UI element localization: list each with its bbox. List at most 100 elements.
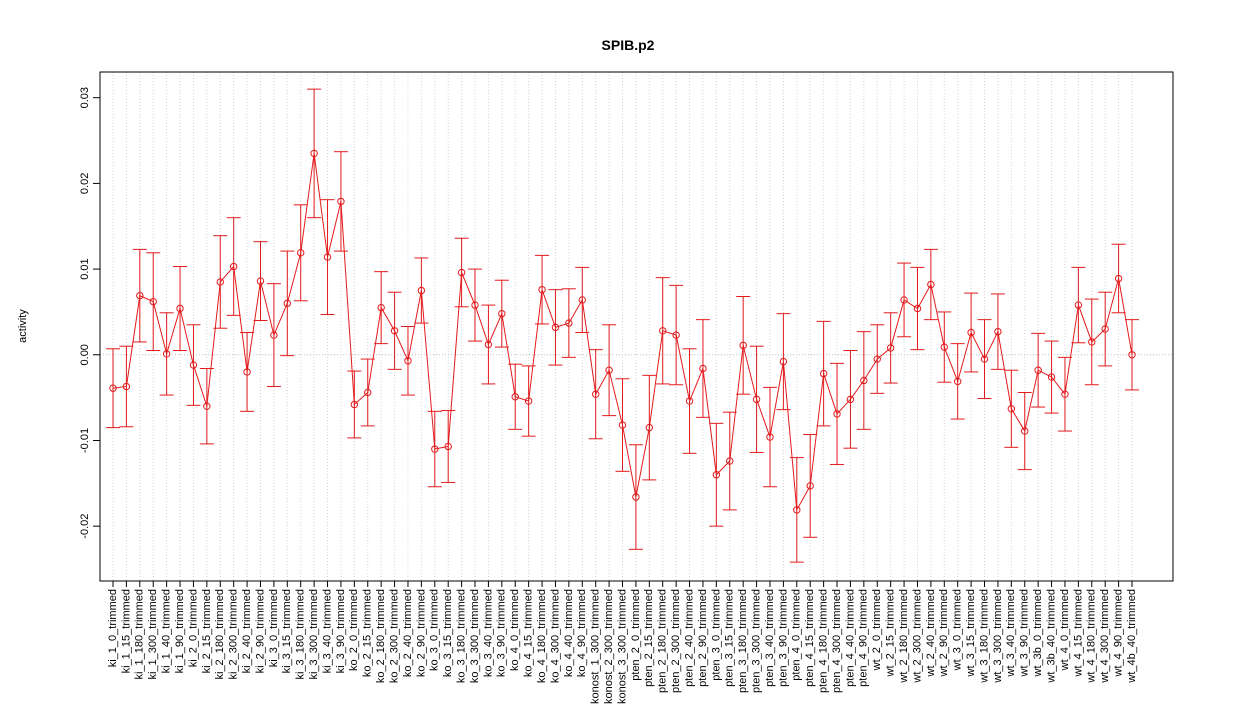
error-bar	[1017, 391, 1032, 471]
error-bar	[266, 283, 281, 387]
error-bar	[240, 331, 255, 412]
x-tick-label: pten_2_40_trimmed	[683, 589, 695, 687]
data-point	[122, 382, 131, 391]
error-bar	[307, 88, 322, 219]
data-point	[980, 355, 989, 363]
x-tick-label: ko_4_15_trimmed	[523, 589, 535, 677]
x-tick-label: ko_2_0_trimmed	[348, 589, 360, 671]
error-bar	[213, 235, 228, 329]
x-tick-label: ko_3_300_trimmed	[469, 589, 481, 683]
x-tick-label: pten_4_90_trimmed	[858, 589, 870, 687]
x-tick-label: ko_3_90_trimmed	[496, 589, 508, 677]
x-tick-label: ki_1_0_trimmed	[107, 589, 119, 667]
x-tick-label: pten_2_300_trimmed	[670, 589, 682, 693]
error-bar	[561, 288, 576, 358]
error-bar	[977, 319, 992, 399]
y-tick-label: -0.02	[79, 514, 91, 539]
x-tick-label: pten_3_90_trimmed	[777, 589, 789, 687]
error-bar	[602, 324, 617, 417]
error-bar	[548, 289, 563, 366]
error-bar	[830, 362, 845, 465]
x-tick-label: wt_4_300_trimmed	[1099, 589, 1111, 684]
data-point	[739, 341, 747, 350]
error-bar	[146, 252, 161, 351]
error-bar	[347, 370, 362, 439]
error-bar	[333, 151, 348, 252]
data-point	[886, 344, 895, 352]
error-bar	[870, 324, 885, 394]
error-bar	[387, 291, 402, 370]
error-bar	[1084, 298, 1099, 386]
data-point	[1047, 373, 1056, 381]
error-bar	[441, 409, 456, 483]
x-tick-label: wt_3_180_trimmed	[978, 589, 990, 684]
x-tick-label: pten_4_0_trimmed	[791, 589, 803, 681]
x-tick-label: ki_3_15_trimmed	[281, 589, 293, 673]
error-bar	[736, 296, 751, 395]
x-tick-label: wt_3_90_trimmed	[1019, 589, 1031, 677]
data-point	[350, 400, 359, 409]
x-tick-label: ko_4_90_trimmed	[576, 589, 588, 677]
data-point	[913, 304, 922, 313]
data-point	[390, 327, 399, 335]
error-bar	[132, 248, 147, 343]
data-point	[551, 323, 560, 332]
error-bar	[937, 311, 952, 383]
x-tick-label: pten_2_15_trimmed	[643, 589, 655, 687]
x-tick-label: ki_3_300_trimmed	[308, 589, 320, 680]
x-tick-label: pten_3_0_trimmed	[710, 589, 722, 681]
y-tick-label: 0.02	[79, 173, 91, 194]
error-bar	[320, 199, 335, 316]
x-tick-label: pten_2_90_trimmed	[697, 589, 709, 687]
error-bar	[1071, 266, 1086, 344]
error-bar	[173, 266, 188, 351]
data-point	[1101, 325, 1109, 333]
data-point	[189, 361, 198, 369]
data-point	[819, 369, 828, 378]
x-tick-label: ko_3_0_trimmed	[429, 589, 441, 671]
x-tick-label: ki_1_300_trimmed	[147, 589, 159, 680]
x-tick-label: wt_3_40_trimmed	[1005, 589, 1017, 677]
x-tick-label: ko_3_40_trimmed	[482, 589, 494, 677]
error-bar	[186, 324, 201, 406]
x-tick-label: ki_2_15_trimmed	[201, 589, 213, 673]
data-point	[1128, 351, 1136, 359]
error-bar	[106, 348, 120, 429]
data-point	[297, 249, 305, 257]
data-point	[216, 278, 224, 286]
x-tick-label: ko_2_300_trimmed	[388, 589, 400, 683]
error-bar	[990, 293, 1005, 370]
x-tick-label: ki_2_180_trimmed	[214, 589, 226, 680]
error-bar	[803, 433, 818, 538]
x-tick-label: pten_2_0_trimmed	[630, 589, 642, 681]
data-point	[538, 285, 546, 294]
y-axis-label: activity	[17, 309, 29, 343]
data-point	[256, 277, 265, 285]
y-tick-label: -0.01	[79, 428, 91, 453]
data-point	[364, 388, 372, 397]
data-point	[162, 350, 171, 358]
error-bar	[722, 411, 737, 511]
error-bar	[588, 349, 603, 440]
x-tick-label: wt_4b_40_trimmed	[1126, 589, 1138, 684]
data-point	[806, 482, 814, 490]
data-point	[203, 402, 211, 410]
error-bar	[923, 248, 938, 321]
data-point	[229, 262, 238, 271]
x-tick-label: ki_2_300_trimmed	[228, 589, 240, 680]
x-tick-label: ko_2_90_trimmed	[415, 589, 427, 677]
data-point	[927, 280, 935, 289]
x-tick-label: pten_3_180_trimmed	[737, 589, 749, 693]
x-tick-label: wt_4_15_trimmed	[1072, 589, 1084, 677]
error-bar	[628, 444, 643, 550]
x-tick-label: ki_2_0_trimmed	[187, 589, 199, 667]
data-point	[1074, 301, 1083, 309]
data-point	[484, 340, 493, 349]
error-bar	[856, 331, 871, 430]
error-bar	[374, 271, 389, 345]
x-tick-label: ko_2_15_trimmed	[362, 589, 374, 677]
data-point	[860, 376, 868, 385]
error-bar	[1098, 291, 1113, 367]
error-bar	[468, 268, 483, 342]
data-point	[672, 331, 680, 339]
